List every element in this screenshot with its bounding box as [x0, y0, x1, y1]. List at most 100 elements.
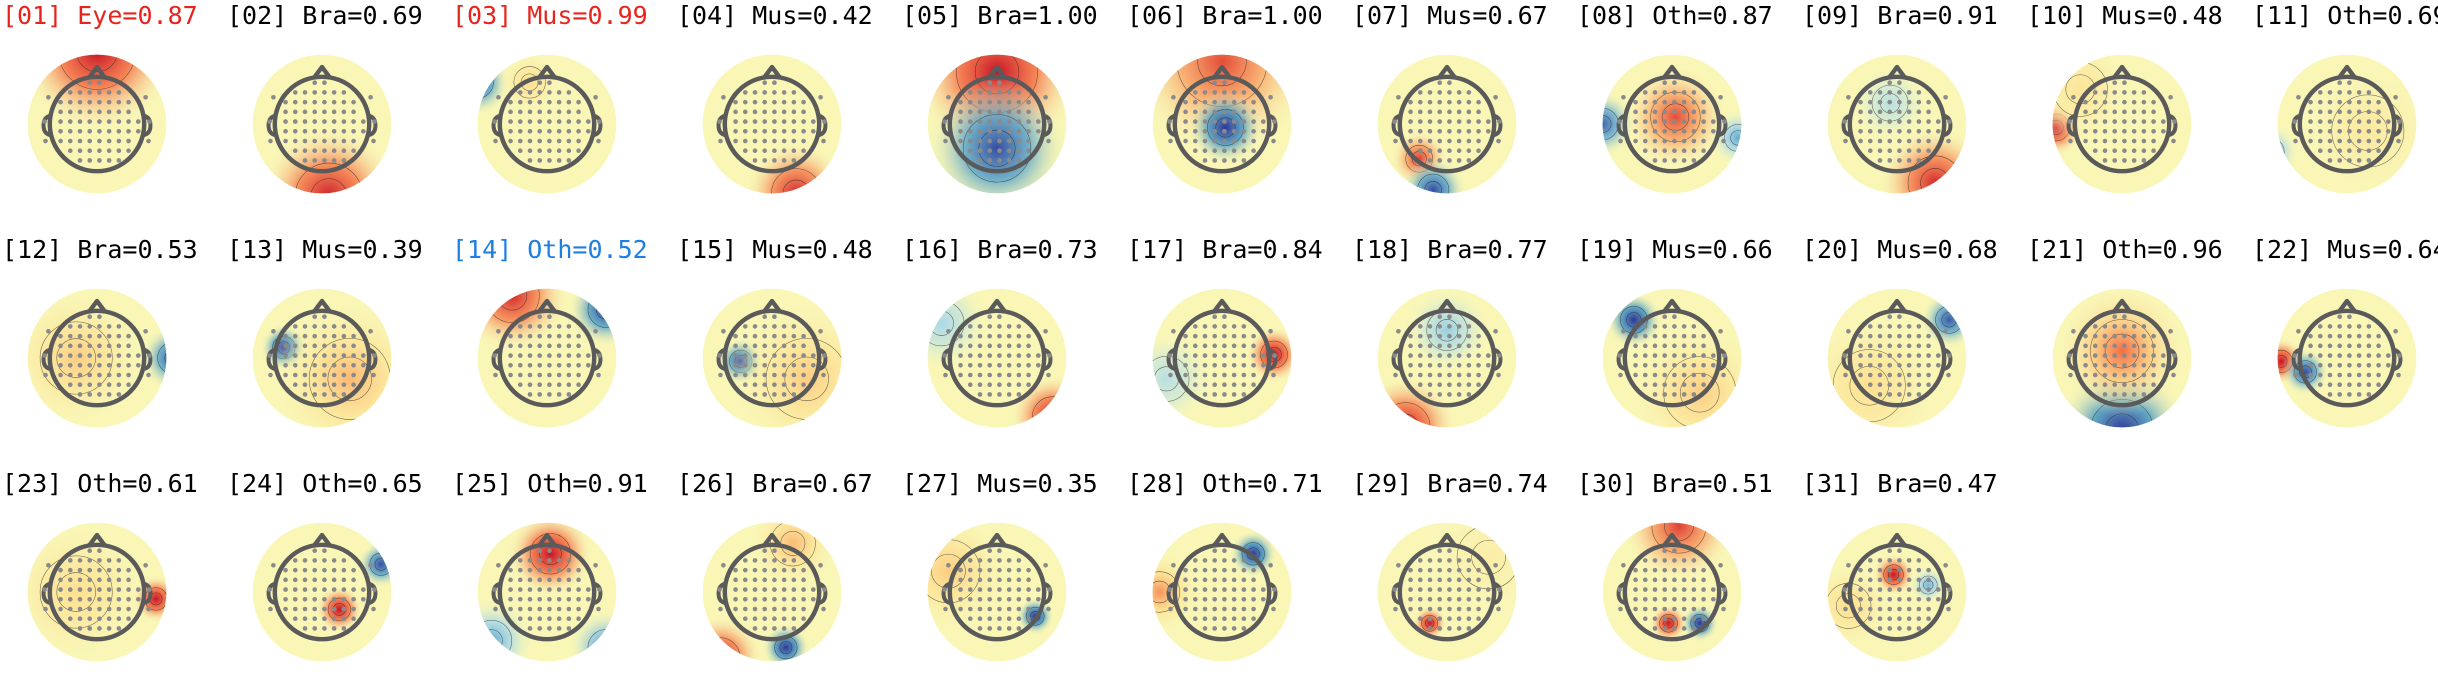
- topomap[interactable]: [908, 269, 1086, 447]
- topomap[interactable]: [8, 35, 186, 213]
- component-label[interactable]: [21] Oth=0.96: [2027, 235, 2223, 264]
- component-cell[interactable]: [04] Mus=0.42: [675, 1, 900, 229]
- topomap[interactable]: [458, 35, 636, 213]
- component-cell[interactable]: [13] Mus=0.39: [225, 235, 450, 463]
- component-cell[interactable]: [01] Eye=0.87: [0, 1, 225, 229]
- topomap[interactable]: [908, 503, 1086, 681]
- electrode-dot: [1035, 353, 1041, 358]
- topomap[interactable]: [1808, 35, 1986, 213]
- component-cell[interactable]: [30] Bra=0.51: [1575, 469, 1800, 697]
- topomap[interactable]: [1358, 503, 1536, 681]
- component-label[interactable]: [26] Bra=0.67: [677, 469, 873, 498]
- topomap[interactable]: [1583, 35, 1761, 213]
- topomap[interactable]: [2033, 35, 2211, 213]
- topomap[interactable]: [2258, 269, 2436, 447]
- topomap[interactable]: [1808, 269, 1986, 447]
- component-cell[interactable]: [05] Bra=1.00: [900, 1, 1125, 229]
- topomap[interactable]: [233, 269, 411, 447]
- component-cell[interactable]: [03] Mus=0.99: [450, 1, 675, 229]
- topomap[interactable]: [1583, 503, 1761, 681]
- component-label[interactable]: [05] Bra=1.00: [902, 1, 1098, 30]
- electrode-dot: [67, 558, 73, 563]
- topomap[interactable]: [233, 503, 411, 681]
- topomap[interactable]: [2258, 35, 2436, 213]
- component-cell[interactable]: [17] Bra=0.84: [1125, 235, 1350, 463]
- component-label[interactable]: [30] Bra=0.51: [1577, 469, 1773, 498]
- component-cell[interactable]: [23] Oth=0.61: [0, 469, 225, 697]
- component-cell[interactable]: [20] Mus=0.68: [1800, 235, 2025, 463]
- topomap[interactable]: [908, 35, 1086, 213]
- component-cell[interactable]: [11] Oth=0.69: [2250, 1, 2438, 229]
- topomap[interactable]: [1808, 503, 1986, 681]
- component-label[interactable]: [03] Mus=0.99: [452, 1, 648, 30]
- component-cell[interactable]: [26] Bra=0.67: [675, 469, 900, 697]
- component-cell[interactable]: [25] Oth=0.91: [450, 469, 675, 697]
- topomap[interactable]: [458, 503, 636, 681]
- component-label[interactable]: [11] Oth=0.69: [2252, 1, 2438, 30]
- electrode-dot: [2172, 353, 2177, 358]
- topomap[interactable]: [683, 35, 861, 213]
- component-cell[interactable]: [31] Bra=0.47: [1800, 469, 2025, 697]
- topomap[interactable]: [233, 35, 411, 213]
- component-label[interactable]: [29] Bra=0.74: [1352, 469, 1548, 498]
- component-label[interactable]: [07] Mus=0.67: [1352, 1, 1548, 30]
- component-cell[interactable]: [08] Oth=0.87: [1575, 1, 1800, 229]
- component-cell[interactable]: [14] Oth=0.52: [450, 235, 675, 463]
- component-label[interactable]: [04] Mus=0.42: [677, 1, 873, 30]
- component-cell[interactable]: [27] Mus=0.35: [900, 469, 1125, 697]
- component-cell[interactable]: [10] Mus=0.48: [2025, 1, 2250, 229]
- electrode-dot: [67, 353, 73, 358]
- component-label[interactable]: [27] Mus=0.35: [902, 469, 1098, 498]
- component-label[interactable]: [08] Oth=0.87: [1577, 1, 1773, 30]
- electrode-dot: [1497, 353, 1502, 358]
- component-label[interactable]: [14] Oth=0.52: [452, 235, 648, 264]
- component-label[interactable]: [23] Oth=0.61: [2, 469, 198, 498]
- component-label[interactable]: [28] Oth=0.71: [1127, 469, 1323, 498]
- component-label[interactable]: [24] Oth=0.65: [227, 469, 423, 498]
- component-label[interactable]: [12] Bra=0.53: [2, 235, 198, 264]
- topomap[interactable]: [1358, 35, 1536, 213]
- component-cell[interactable]: [07] Mus=0.67: [1350, 1, 1575, 229]
- topomap[interactable]: [1133, 503, 1311, 681]
- component-label[interactable]: [17] Bra=0.84: [1127, 235, 1323, 264]
- component-cell[interactable]: [29] Bra=0.74: [1350, 469, 1575, 697]
- component-label[interactable]: [22] Mus=0.64: [2252, 235, 2438, 264]
- topomap[interactable]: [683, 269, 861, 447]
- electrode-dot: [556, 392, 562, 397]
- component-cell[interactable]: [22] Mus=0.64: [2250, 235, 2438, 463]
- component-cell[interactable]: [12] Bra=0.53: [0, 235, 225, 463]
- topomap[interactable]: [8, 503, 186, 681]
- component-label[interactable]: [01] Eye=0.87: [2, 1, 198, 30]
- component-label[interactable]: [25] Oth=0.91: [452, 469, 648, 498]
- component-cell[interactable]: [18] Bra=0.77: [1350, 235, 1575, 463]
- component-label[interactable]: [13] Mus=0.39: [227, 235, 423, 264]
- component-cell[interactable]: [19] Mus=0.66: [1575, 235, 1800, 463]
- topomap[interactable]: [2033, 269, 2211, 447]
- component-label[interactable]: [19] Mus=0.66: [1577, 235, 1773, 264]
- component-label[interactable]: [16] Bra=0.73: [902, 235, 1098, 264]
- component-label[interactable]: [18] Bra=0.77: [1352, 235, 1548, 264]
- component-label[interactable]: [31] Bra=0.47: [1802, 469, 1998, 498]
- topomap[interactable]: [8, 269, 186, 447]
- component-label[interactable]: [06] Bra=1.00: [1127, 1, 1323, 30]
- component-label[interactable]: [09] Bra=0.91: [1802, 1, 1998, 30]
- component-label[interactable]: [15] Mus=0.48: [677, 235, 873, 264]
- component-cell[interactable]: [16] Bra=0.73: [900, 235, 1125, 463]
- electrode-dot: [597, 353, 602, 358]
- component-cell[interactable]: [15] Mus=0.48: [675, 235, 900, 463]
- topomap[interactable]: [1133, 269, 1311, 447]
- component-cell[interactable]: [21] Oth=0.96: [2025, 235, 2250, 463]
- topomap[interactable]: [458, 269, 636, 447]
- component-label[interactable]: [10] Mus=0.48: [2027, 1, 2223, 30]
- topomap[interactable]: [1133, 35, 1311, 213]
- component-cell[interactable]: [02] Bra=0.69: [225, 1, 450, 229]
- component-cell[interactable]: [24] Oth=0.65: [225, 469, 450, 697]
- component-label[interactable]: [02] Bra=0.69: [227, 1, 423, 30]
- component-cell[interactable]: [06] Bra=1.00: [1125, 1, 1350, 229]
- topomap[interactable]: [1583, 269, 1761, 447]
- component-cell[interactable]: [28] Oth=0.71: [1125, 469, 1350, 697]
- component-cell[interactable]: [09] Bra=0.91: [1800, 1, 2025, 229]
- topomap[interactable]: [1358, 269, 1536, 447]
- topomap[interactable]: [683, 503, 861, 681]
- component-label[interactable]: [20] Mus=0.68: [1802, 235, 1998, 264]
